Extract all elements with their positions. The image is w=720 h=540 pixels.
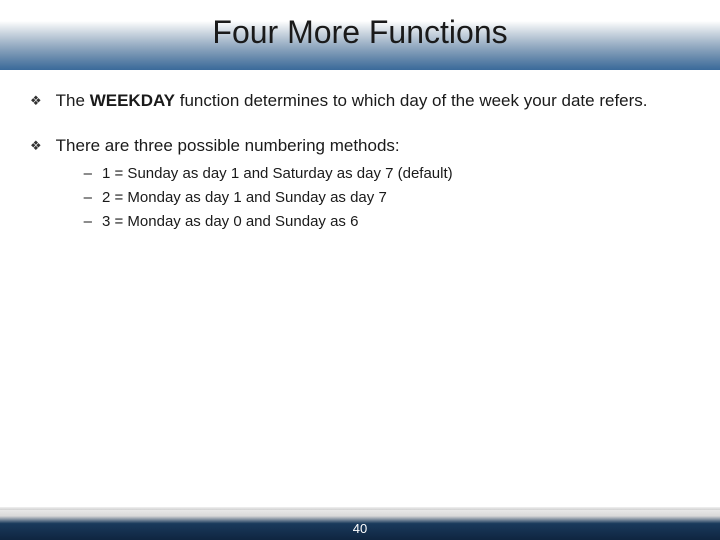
sub-item: – 2 = Monday as day 1 and Sunday as day … (84, 188, 453, 208)
bullet-item: ❖ There are three possible numbering met… (30, 135, 690, 237)
bullet-text: There are three possible numbering metho… (56, 135, 453, 237)
slide-title: Four More Functions (0, 14, 720, 51)
dash-bullet-icon: – (84, 164, 92, 184)
bullet-text: The WEEKDAY function determines to which… (56, 90, 648, 113)
slide-content: ❖ The WEEKDAY function determines to whi… (0, 70, 720, 237)
sub-list: – 1 = Sunday as day 1 and Saturday as da… (84, 164, 453, 233)
sub-text: 1 = Sunday as day 1 and Saturday as day … (102, 164, 453, 184)
dash-bullet-icon: – (84, 188, 92, 208)
sub-text: 2 = Monday as day 1 and Sunday as day 7 (102, 188, 387, 208)
sub-item: – 3 = Monday as day 0 and Sunday as 6 (84, 212, 453, 232)
bullet-item: ❖ The WEEKDAY function determines to whi… (30, 90, 690, 113)
page-number: 40 (353, 521, 367, 536)
footer-band: 40 (0, 510, 720, 540)
dash-bullet-icon: – (84, 212, 92, 232)
sub-item: – 1 = Sunday as day 1 and Saturday as da… (84, 164, 453, 184)
diamond-bullet-icon: ❖ (30, 138, 42, 154)
sub-text: 3 = Monday as day 0 and Sunday as 6 (102, 212, 358, 232)
diamond-bullet-icon: ❖ (30, 93, 42, 109)
